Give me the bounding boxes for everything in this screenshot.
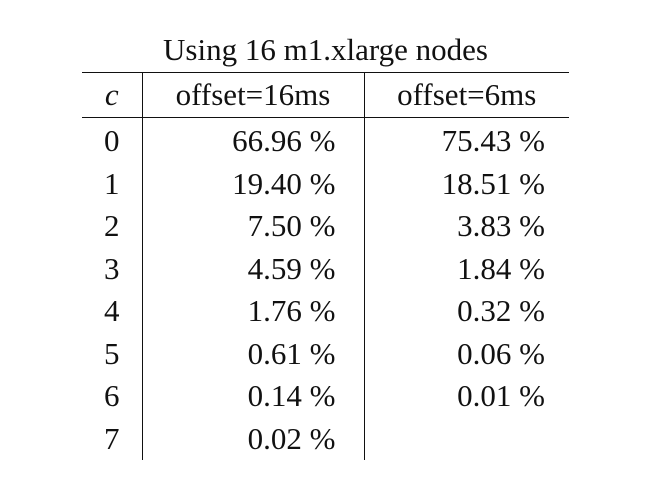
cell-c: 2 bbox=[104, 208, 120, 244]
table-row: 5 0.61 % 0.06 % bbox=[82, 332, 569, 375]
header-row: c offset=16ms offset=6ms bbox=[82, 72, 569, 118]
table-caption: Using 16 m1.xlarge nodes bbox=[163, 32, 488, 67]
header-offset-6ms: offset=6ms bbox=[363, 72, 569, 118]
table-row: 4 1.76 % 0.32 % bbox=[82, 290, 569, 333]
cell-offset-16ms: 0.14 % bbox=[141, 375, 364, 418]
cell-offset-6ms: 1.84 % bbox=[363, 247, 569, 290]
cell-offset-16ms: 1.76 % bbox=[141, 290, 364, 333]
table-row: 7 0.02 % bbox=[82, 417, 569, 460]
cell-offset-6ms: 3.83 % bbox=[363, 205, 569, 248]
table-row: 3 4.59 % 1.84 % bbox=[82, 247, 569, 290]
cell-offset-16ms: 0.02 % bbox=[141, 417, 364, 460]
cell-offset-16ms: 66.96 % bbox=[141, 117, 364, 163]
cell-c: 7 bbox=[104, 420, 120, 456]
cell-offset-16ms: 4.59 % bbox=[141, 247, 364, 290]
table-row: 0 66.96 % 75.43 % bbox=[82, 117, 569, 163]
table-row: 1 19.40 % 18.51 % bbox=[82, 162, 569, 205]
cell-c: 0 bbox=[104, 123, 120, 159]
table-row: 2 7.50 % 3.83 % bbox=[82, 205, 569, 248]
cell-offset-6ms: 0.32 % bbox=[363, 290, 569, 333]
header-c: c bbox=[104, 77, 119, 112]
cell-c: 3 bbox=[104, 250, 120, 286]
cell-c: 1 bbox=[104, 165, 120, 201]
cell-offset-16ms: 7.50 % bbox=[141, 205, 364, 248]
cell-offset-6ms: 18.51 % bbox=[363, 162, 569, 205]
cell-offset-16ms: 19.40 % bbox=[141, 162, 364, 205]
results-table-figure: Using 16 m1.xlarge nodes c offset=16ms o… bbox=[82, 30, 569, 460]
cell-c: 5 bbox=[104, 335, 120, 371]
results-table: c offset=16ms offset=6ms 0 66.96 % 75.43… bbox=[82, 72, 569, 460]
cell-c: 4 bbox=[104, 293, 120, 329]
cell-offset-6ms: 75.43 % bbox=[363, 117, 569, 163]
table-row: 6 0.14 % 0.01 % bbox=[82, 375, 569, 418]
cell-offset-6ms: 0.01 % bbox=[363, 375, 569, 418]
cell-c: 6 bbox=[104, 378, 120, 414]
cell-offset-6ms bbox=[363, 417, 569, 460]
cell-offset-6ms: 0.06 % bbox=[363, 332, 569, 375]
header-offset-16ms: offset=16ms bbox=[141, 72, 364, 118]
cell-offset-16ms: 0.61 % bbox=[141, 332, 364, 375]
